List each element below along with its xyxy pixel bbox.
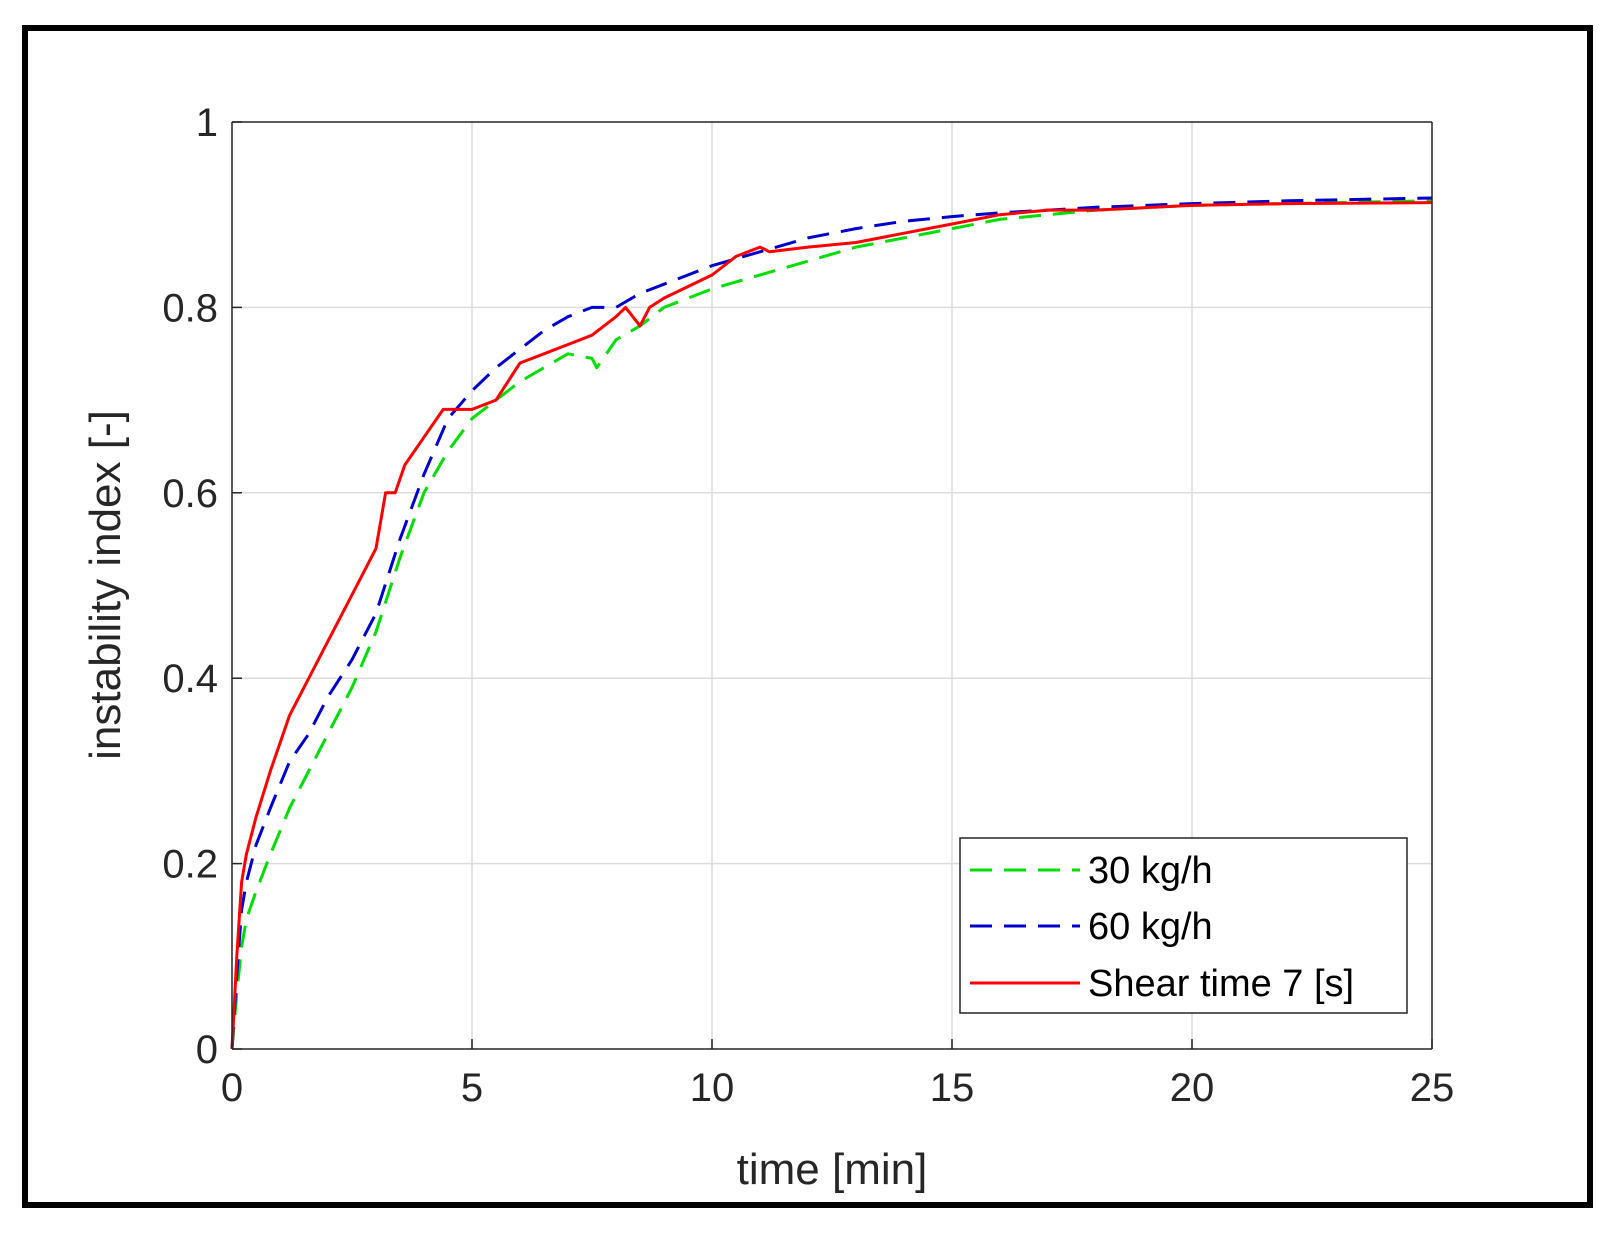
series-30kgh-line: [230, 199, 1433, 1050]
legend-label-shear-time: Shear time 7 [s]: [1088, 963, 1354, 1005]
x-tick-label: 10: [690, 1066, 735, 1110]
x-axis-title: time [min]: [737, 1145, 928, 1194]
legend: 30 kg/h 60 kg/h Shear time 7 [s]: [959, 837, 1408, 1014]
y-tick-label: 0.6: [162, 472, 218, 516]
tick-labels: 0 5 10 15 20 25 0 0.2 0.4 0.6 0.8 1: [162, 101, 1454, 1110]
x-tick-label: 0: [221, 1066, 243, 1110]
x-tick-label: 15: [930, 1066, 975, 1110]
y-tick-label: 0.2: [162, 843, 218, 887]
y-tick-label: 0.4: [162, 657, 218, 701]
legend-label-60kgh: 60 kg/h: [1088, 906, 1213, 948]
series-group: [230, 196, 1433, 1050]
x-tick-label: 5: [461, 1066, 483, 1110]
y-tick-label: 0: [196, 1028, 218, 1072]
x-tick-label: 20: [1170, 1066, 1215, 1110]
legend-label-30kgh: 30 kg/h: [1088, 850, 1213, 892]
x-tick-label: 25: [1410, 1066, 1455, 1110]
series-shear-time-line: [230, 201, 1433, 1050]
y-tick-label: 1: [196, 101, 218, 145]
y-tick-label: 0.8: [162, 286, 218, 330]
y-axis-title: instability index [-]: [81, 410, 130, 760]
axes: [231, 121, 1433, 1050]
series-60kgh-line: [230, 196, 1433, 1050]
